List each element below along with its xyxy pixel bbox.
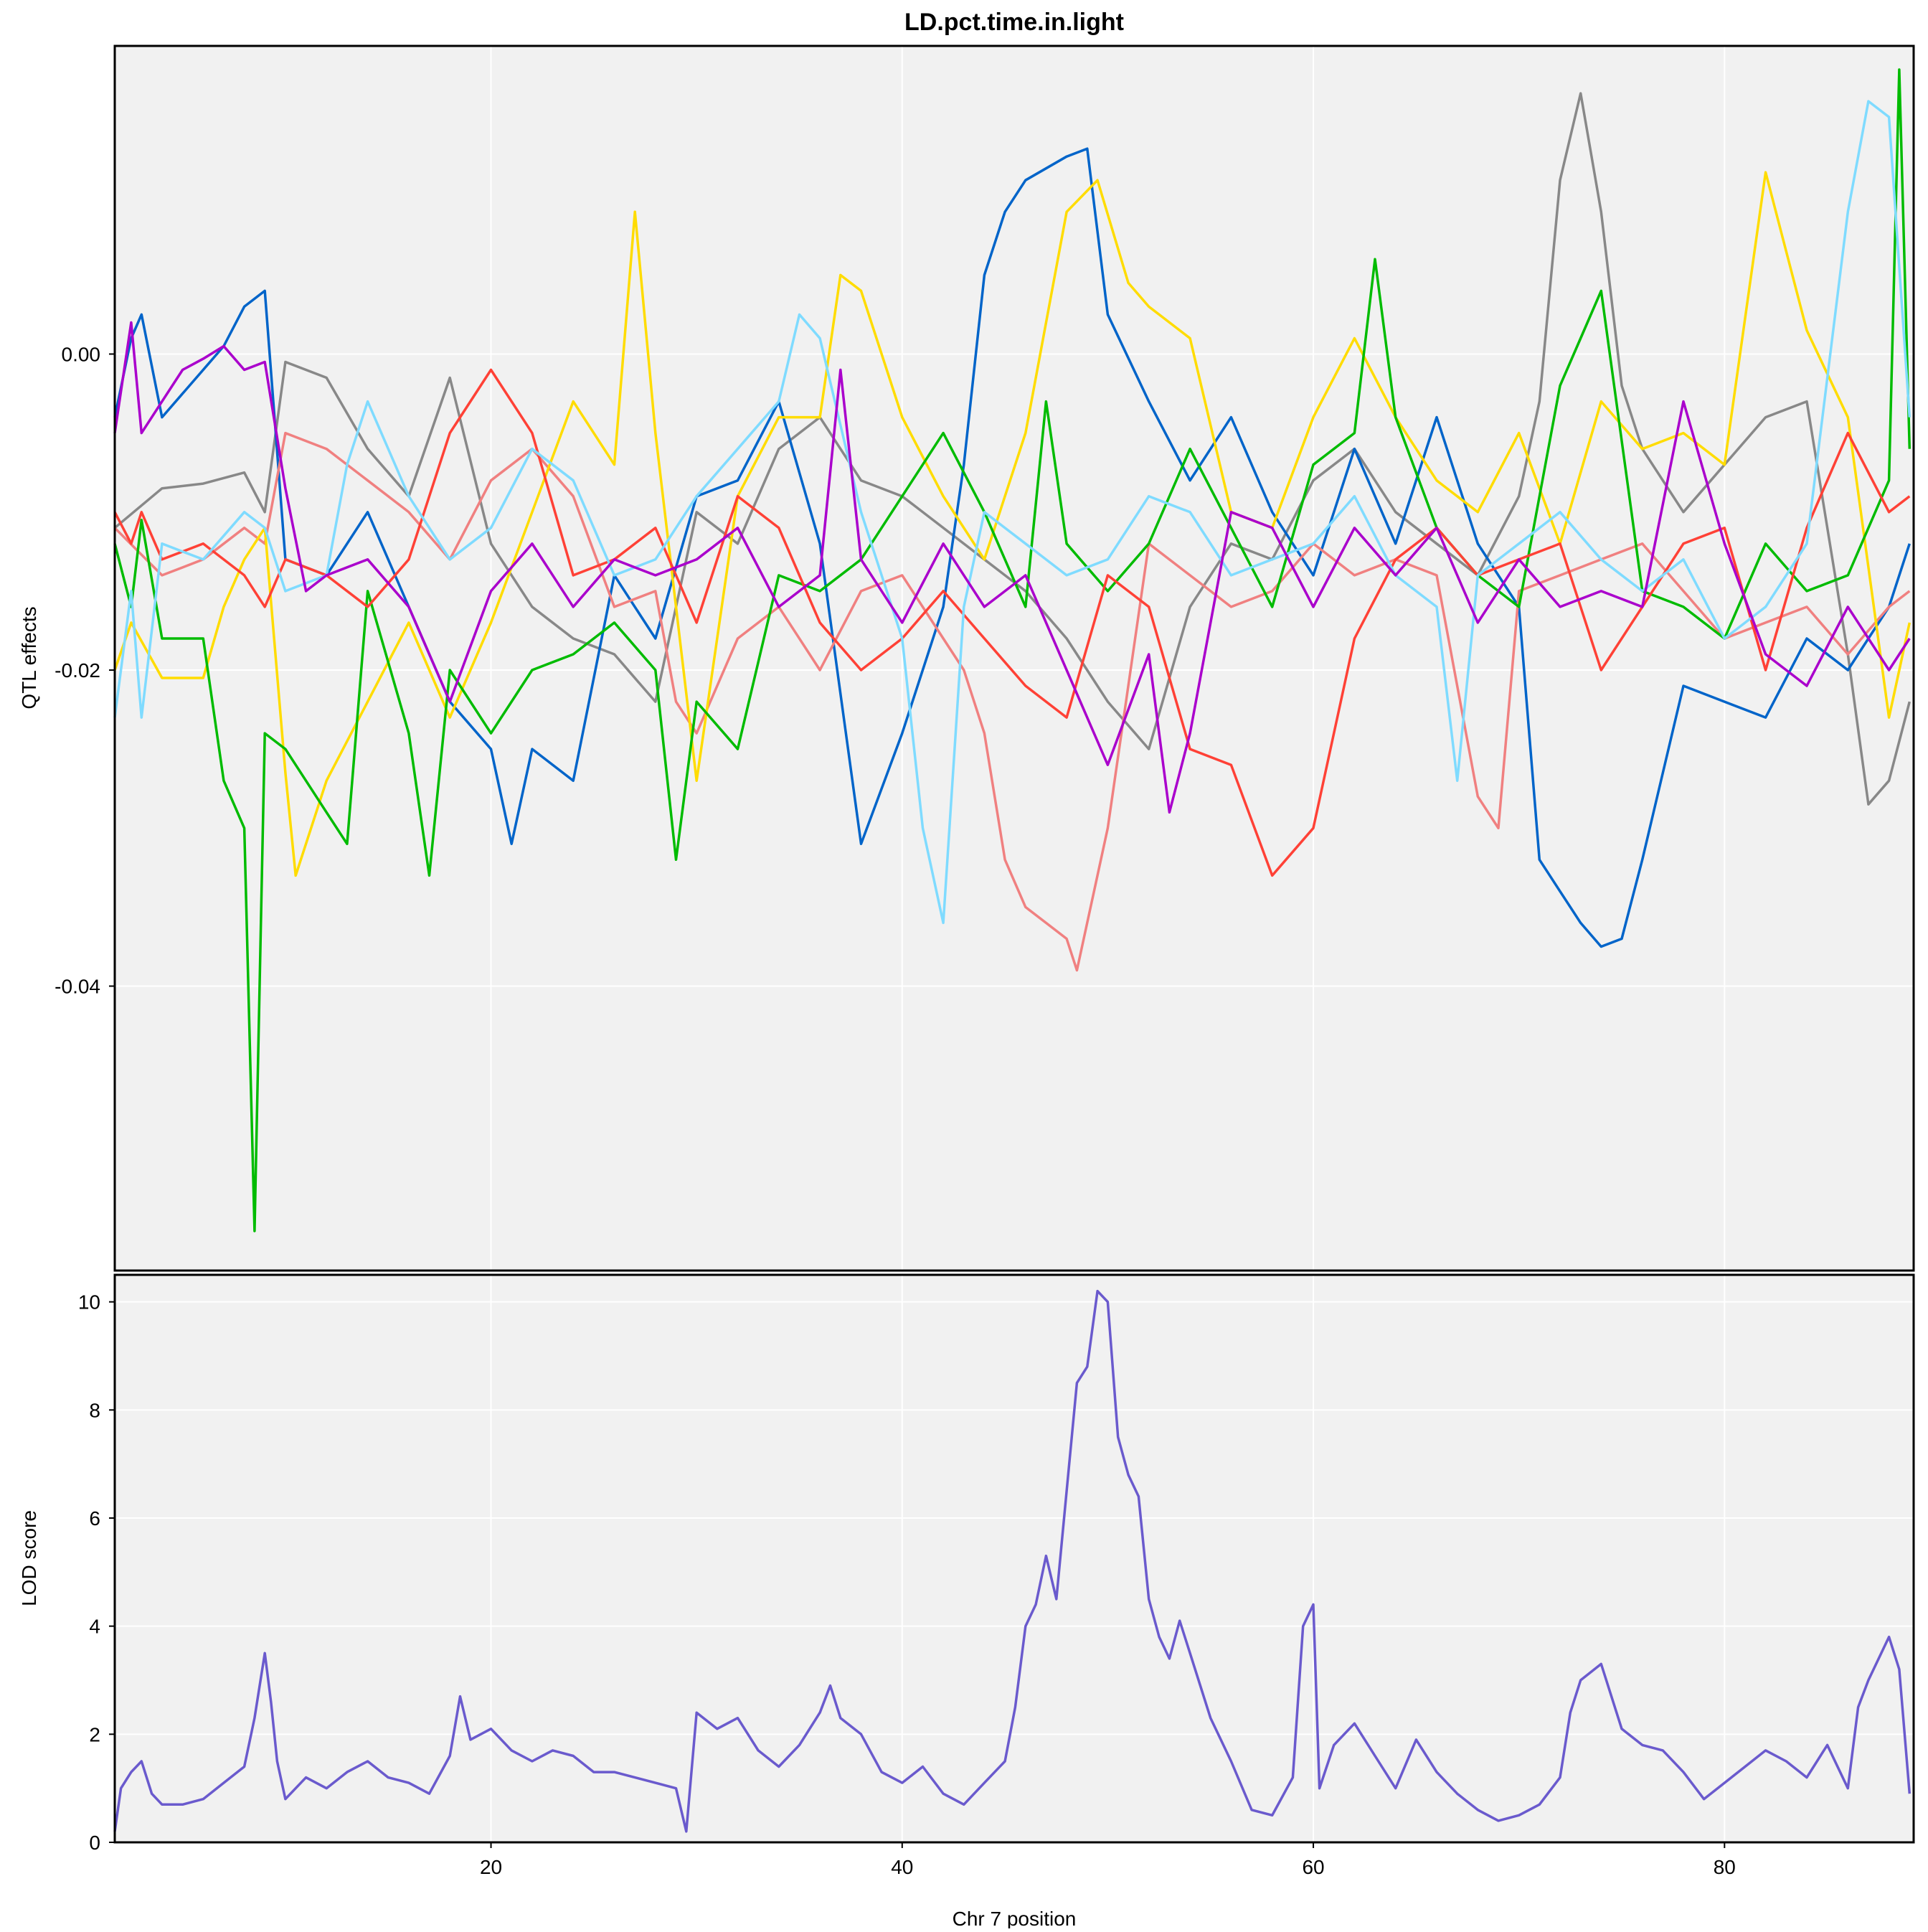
x-axis-label: Chr 7 position — [953, 1908, 1077, 1928]
lod-panel-border — [113, 1273, 1915, 1844]
effects-series-line-1 — [113, 92, 1911, 806]
lod-series-line-1 — [113, 1289, 1912, 1833]
lod-y-tick-label: 6 — [89, 1507, 100, 1530]
lod-y-axis-label: LOD score — [18, 1510, 40, 1606]
effects-series-line-5 — [113, 68, 1912, 1233]
effects-panel: 0.00 -0.02 -0.04 QTL effects — [18, 44, 1915, 1272]
x-tick-label: 20 — [480, 1856, 502, 1878]
x-tick-label: 60 — [1302, 1856, 1324, 1878]
effects-y-tick-label: 0.00 — [62, 344, 101, 366]
effects-y-tick-labels: 0.00 -0.02 -0.04 — [55, 344, 115, 998]
lod-y-tick-label: 10 — [78, 1291, 100, 1314]
effects-panel-background — [115, 46, 1914, 1271]
effects-y-tick-label: -0.04 — [55, 976, 100, 998]
effects-series-line-8 — [113, 321, 1911, 814]
effects-series-line-3 — [113, 431, 1911, 972]
effects-series-line-4 — [113, 171, 1912, 877]
lod-y-tick-label: 4 — [89, 1616, 100, 1638]
effects-series-line-7 — [113, 100, 1912, 925]
lod-panel: 0 2 4 6 8 10 20 40 60 80 LOD score Chr 7 positio… — [18, 1273, 1915, 1930]
lod-x-tick-labels: 20 40 60 80 — [480, 1842, 1736, 1878]
lod-y-tick-label: 0 — [89, 1832, 100, 1854]
effects-y-tick-label: -0.02 — [55, 659, 100, 682]
x-tick-label: 80 — [1714, 1856, 1736, 1878]
lod-panel-background — [115, 1275, 1914, 1842]
x-tick-label: 40 — [891, 1856, 913, 1878]
lod-series-lines — [113, 1289, 1912, 1833]
effects-panel-border — [113, 44, 1915, 1272]
effects-series-line-2 — [113, 147, 1911, 948]
effects-gridlines — [115, 46, 1914, 1271]
effects-series-lines — [113, 68, 1912, 1233]
effects-y-axis-label: QTL effects — [18, 606, 40, 709]
lod-y-tick-labels: 0 2 4 6 8 10 — [78, 1291, 115, 1854]
lod-y-tick-label: 8 — [89, 1399, 100, 1421]
chart-title: LD.pct.time.in.light — [904, 9, 1124, 36]
lod-y-tick-label: 2 — [89, 1723, 100, 1745]
